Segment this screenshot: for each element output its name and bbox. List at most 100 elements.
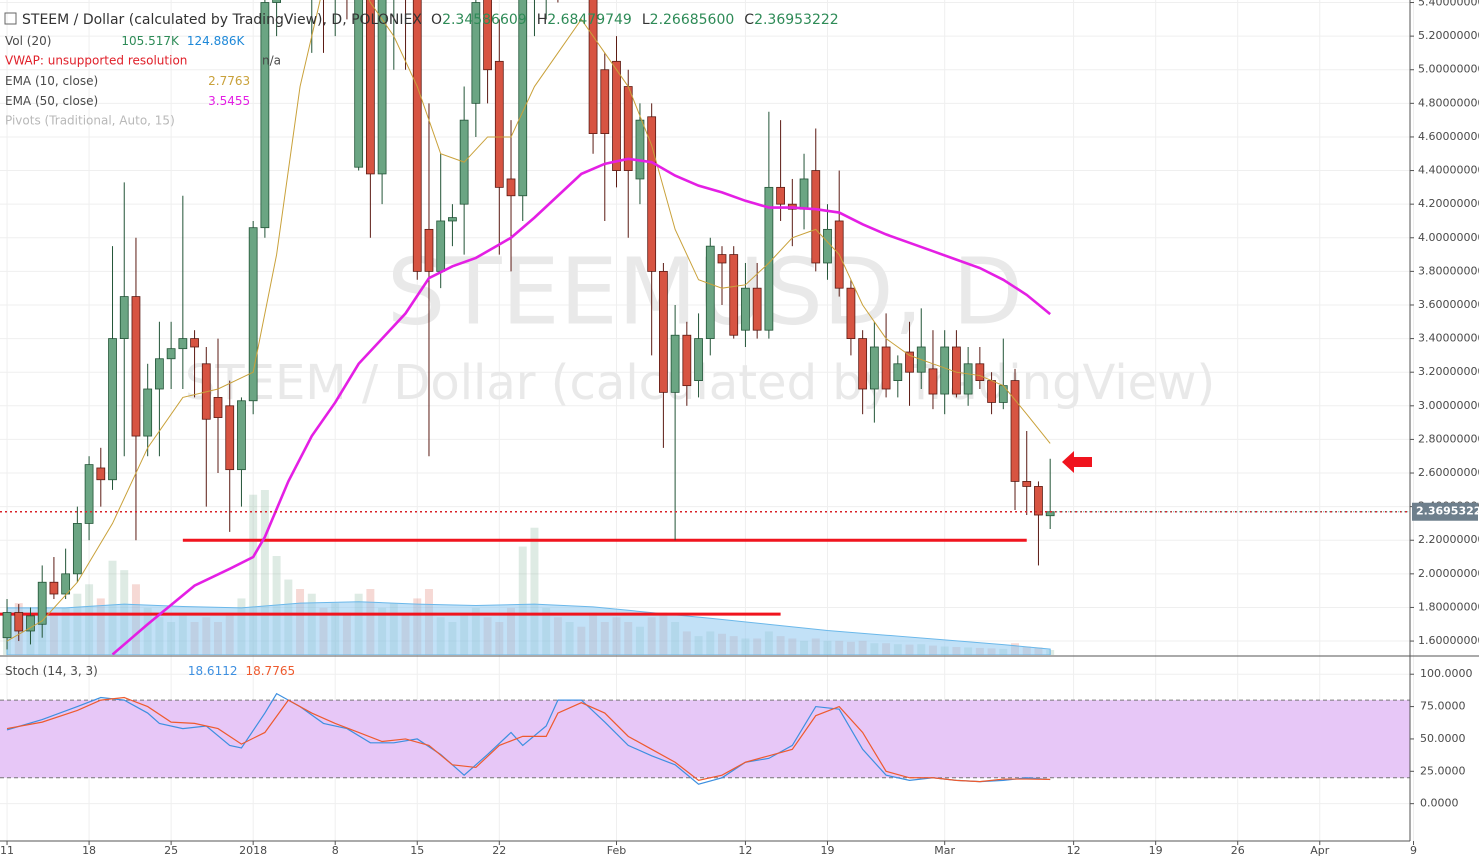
candle-body [143,388,153,437]
stoch-d-value: 18.7765 [245,664,295,678]
candle-body [694,338,703,381]
volume-value: 105.517K [121,34,180,48]
x-tick-label: Feb [607,844,626,857]
x-tick-label: 9 [1410,844,1417,857]
collapse-icon[interactable] [4,12,17,25]
y-tick-label: 5.40000000 [1418,0,1479,9]
candle-body [869,346,879,390]
stoch-name: Stoch (14, 3, 3) [5,664,98,678]
y-tick-label: 2.00000000 [1418,567,1479,580]
candle-body [600,69,610,134]
candle-body [705,245,715,339]
candle-body [37,581,47,625]
candle-body [365,0,375,175]
x-tick-label: 26 [1231,844,1245,857]
ema50-legend: EMA (50, close) 3.5455 [5,94,250,108]
candle-body [448,217,457,222]
candle-body [49,581,59,595]
y-tick-label: 5.20000000 [1418,29,1479,42]
y-tick-label: 4.80000000 [1418,96,1479,109]
x-tick-label: Apr [1310,844,1330,857]
candle-body [2,612,12,639]
y-tick-label: 3.80000000 [1418,264,1479,277]
candle-body [823,228,832,264]
candle-body [131,296,141,437]
candle-body [928,368,938,395]
candle-body [506,178,516,197]
ema50-value: 3.5455 [208,94,250,108]
ohlc-label: H [537,12,548,28]
candle-body [354,0,364,168]
candle-body [893,363,903,381]
candle-body [190,338,199,348]
line [6,0,1051,642]
pivots-legend: Pivots (Traditional, Auto, 15) [5,114,175,128]
candle-body [14,612,24,632]
candle-body [670,334,680,393]
candle-body [975,363,985,381]
candle-body [729,254,739,336]
x-tick-label: 18 [82,844,96,857]
candle-body [260,2,270,229]
x-tick-label: 19 [1149,844,1163,857]
volume-bar [518,546,527,655]
candle-body [225,405,235,471]
candle-body [155,358,164,390]
candle-body [248,227,258,402]
ohlc-value: 2.34586609 [442,12,527,28]
x-tick-label: 12 [738,844,752,857]
candle-body [424,228,434,272]
candle-body [881,346,891,390]
y-tick-label: 0.0000 [1420,797,1459,810]
y-tick-label: 2.20000000 [1418,533,1479,546]
ema10-name: EMA (10, close) [5,74,98,88]
candle-body [72,523,82,575]
y-tick-label: 3.00000000 [1418,399,1479,412]
candle-body [1022,481,1032,487]
candle-body [272,0,281,3]
stoch-legend: Stoch (14, 3, 3) 18.6112 18.7765 [5,664,295,678]
y-tick-label: 100.0000 [1420,667,1473,680]
last-price-box [1412,502,1478,521]
y-tick-label: 1.60000000 [1418,634,1479,647]
candle-body [963,363,973,395]
legend: STEEM / Dollar (calculated by TradingVie… [4,12,839,678]
x-tick-label: 12 [1067,844,1081,857]
candle-body [799,178,809,210]
candle-body [119,296,129,339]
ema50-name: EMA (50, close) [5,94,98,108]
candle-body [26,615,35,632]
ohlc-label: O [431,12,442,28]
ohlc-label: L [642,12,650,28]
candle-body [776,186,785,205]
candle-body [811,170,821,264]
candle-body [741,287,750,331]
candle-body [612,60,621,171]
x-tick-label: 15 [410,844,424,857]
candle-body [166,348,176,360]
y-tick-label: 1.80000000 [1418,600,1479,613]
y-tick-label: 4.20000000 [1418,197,1479,210]
stoch-k-value: 18.6112 [188,664,238,678]
volume-legend: Vol (20) 105.517K 124.886K [5,34,246,48]
y-tick-label: 25.0000 [1420,764,1466,777]
candle-body [717,254,727,264]
candle-body [647,116,657,272]
volume-bar [260,490,269,655]
candle-body [237,400,246,471]
candle-body [1034,486,1043,516]
y-tick-label: 2.80000000 [1418,432,1479,445]
last-price-label: 2.36953222 [1416,505,1479,518]
candle-body [108,338,117,481]
candle-body [518,0,528,197]
ohlc-value: 2.26685600 [650,12,735,28]
arrow [1062,451,1092,473]
candle-body [213,397,223,418]
vwap-legend: VWAP: unsupported resolution [5,54,187,68]
price-pane [0,0,1410,655]
candle-body [471,2,481,104]
candle-body [84,464,94,524]
y-tick-label: 3.20000000 [1418,365,1479,378]
candle-body [846,287,856,339]
candle-body [998,385,1008,403]
